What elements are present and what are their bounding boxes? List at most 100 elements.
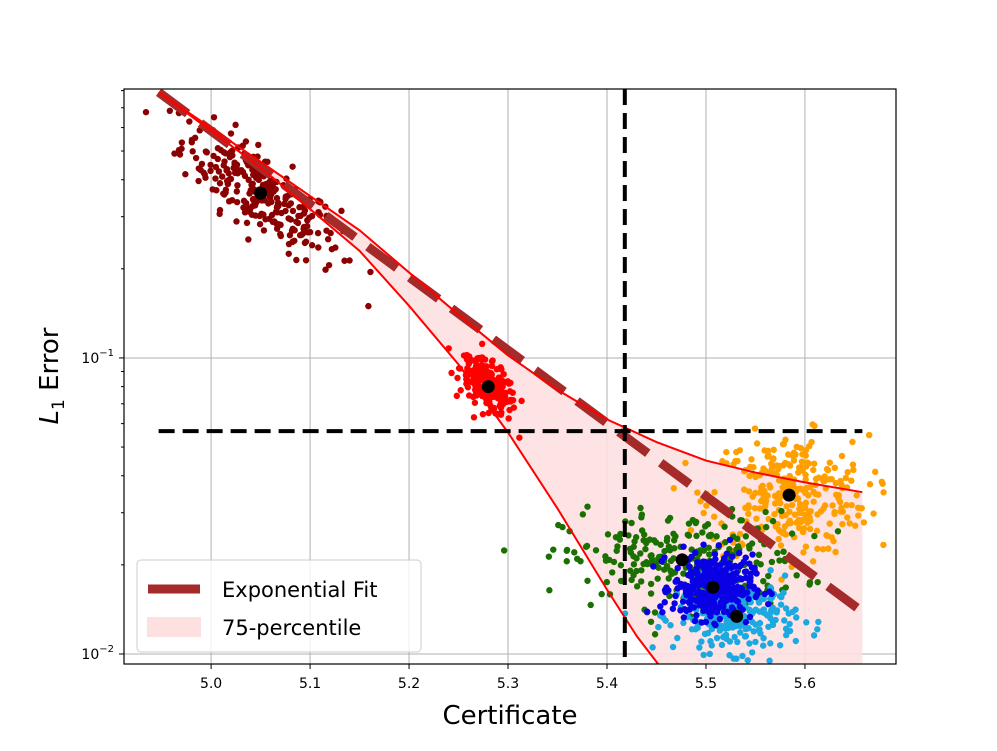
- scatter-point: [289, 163, 296, 170]
- scatter-point: [838, 504, 845, 512]
- scatter-point: [767, 567, 774, 574]
- scatter-point: [700, 558, 707, 565]
- scatter-point: [686, 563, 693, 570]
- scatter-point: [802, 452, 809, 459]
- scatter-point: [265, 191, 272, 198]
- scatter-point: [782, 605, 790, 612]
- scatter-point: [694, 624, 701, 632]
- scatter-point: [233, 161, 241, 168]
- scatter-point: [813, 527, 821, 535]
- scatter-point: [742, 632, 750, 640]
- scatter-point: [808, 438, 815, 446]
- scatter-point: [610, 558, 618, 566]
- scatter-point: [769, 618, 777, 625]
- scatter-point: [725, 561, 732, 568]
- scatter-point: [866, 481, 874, 488]
- scatter-point: [708, 642, 715, 649]
- cluster-mean-marker: [675, 553, 689, 567]
- scatter-point: [285, 250, 292, 257]
- cluster-mean-marker: [730, 609, 744, 623]
- scatter-point: [872, 468, 879, 476]
- scatter-point: [831, 508, 838, 516]
- scatter-point: [654, 575, 661, 582]
- scatter-point: [746, 606, 753, 613]
- scatter-point: [745, 542, 753, 550]
- scatter-point: [688, 584, 695, 592]
- scatter-point: [814, 545, 821, 552]
- scatter-point: [723, 573, 731, 581]
- legend-label-band: 75-percentile: [222, 616, 361, 640]
- x-tick-label: 5.1: [299, 676, 321, 692]
- scatter-point: [706, 650, 713, 658]
- scatter-point: [737, 561, 745, 569]
- scatter-point: [760, 577, 767, 585]
- scatter-point: [700, 541, 707, 548]
- scatter-point: [844, 468, 851, 476]
- scatter-point: [684, 571, 692, 579]
- scatter-point: [480, 367, 487, 374]
- scatter-point: [291, 237, 298, 244]
- scatter-point: [767, 468, 775, 475]
- legend: Exponential Fit 75-percentile: [136, 559, 422, 653]
- scatter-point: [800, 525, 808, 532]
- scatter-point: [733, 569, 740, 576]
- scatter-point: [216, 180, 224, 187]
- scatter-point: [769, 517, 777, 525]
- scatter-point: [766, 482, 773, 489]
- scatter-point: [545, 553, 553, 560]
- scatter-point: [834, 528, 842, 535]
- scatter-point: [880, 541, 887, 549]
- plot-area: [142, 89, 887, 664]
- scatter-point: [739, 606, 746, 613]
- scatter-point: [497, 404, 505, 411]
- scatter-point: [285, 215, 292, 222]
- scatter-point: [767, 640, 774, 647]
- scatter-point: [245, 236, 252, 243]
- scatter-point: [776, 557, 783, 564]
- scatter-point: [700, 607, 707, 615]
- scatter-point: [865, 431, 873, 439]
- scatter-point: [696, 644, 703, 651]
- scatter-point: [661, 554, 668, 561]
- scatter-point: [592, 547, 600, 554]
- scatter-point: [821, 502, 829, 509]
- scatter-point: [811, 422, 818, 430]
- scatter-point: [563, 558, 570, 565]
- scatter-point: [829, 502, 836, 509]
- scatter-point: [733, 597, 740, 605]
- x-tick-label: 5.4: [596, 676, 618, 692]
- scatter-point: [815, 491, 822, 498]
- scatter-point: [721, 632, 728, 640]
- scatter-point: [693, 612, 700, 619]
- scatter-point: [692, 549, 699, 557]
- scatter-point: [466, 367, 473, 374]
- scatter-point: [713, 604, 720, 612]
- scatter-point: [228, 196, 236, 204]
- scatter-point: [760, 595, 768, 603]
- scatter-point: [274, 199, 282, 206]
- scatter-point: [802, 499, 810, 507]
- scatter-point: [735, 549, 743, 557]
- scatter-point: [470, 414, 478, 421]
- scatter-point: [233, 218, 240, 225]
- scatter-point: [457, 387, 464, 394]
- scatter-point: [571, 549, 578, 556]
- scatter-point: [767, 609, 774, 616]
- scatter-point: [716, 615, 724, 623]
- scatter-point: [680, 619, 687, 627]
- scatter-point: [798, 517, 806, 524]
- scatter-point: [717, 598, 725, 606]
- scatter-point: [697, 498, 704, 505]
- scatter-point: [723, 448, 730, 456]
- scatter-point: [672, 578, 679, 585]
- scatter-point: [749, 618, 756, 626]
- scatter-point: [848, 477, 855, 484]
- scatter-point: [781, 572, 789, 579]
- scatter-point: [802, 471, 809, 479]
- scatter-point: [698, 577, 706, 584]
- scatter-point: [778, 507, 785, 515]
- scatter-point: [728, 604, 736, 611]
- scatter-point: [792, 637, 800, 645]
- scatter-point: [787, 519, 794, 527]
- scatter-point: [609, 569, 616, 576]
